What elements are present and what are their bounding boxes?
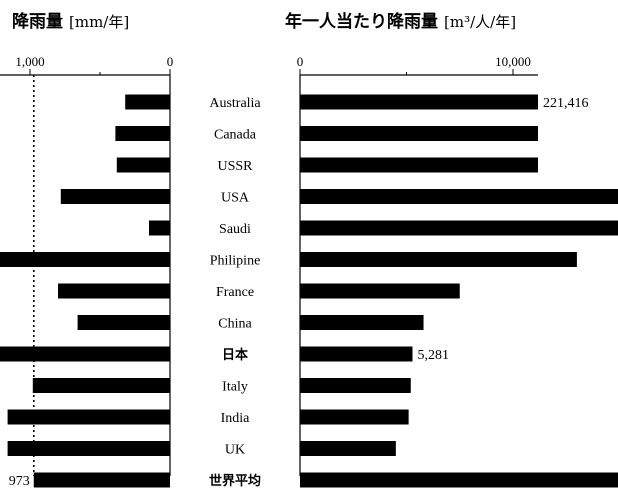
right-bar <box>300 441 396 456</box>
left-tick-label: 1,000 <box>15 54 44 69</box>
right-bar <box>300 378 411 393</box>
left-bar <box>0 346 170 362</box>
right-bar <box>300 126 538 141</box>
left-bars <box>0 94 170 488</box>
right-chart-title: 年一人当たり降雨量 [m³/人/年] <box>285 11 516 32</box>
right-bar <box>300 252 577 267</box>
right-x-axis: 010,00020,00030,000 <box>297 54 538 476</box>
right-bar <box>300 409 409 425</box>
right-bar <box>300 472 618 488</box>
left-data-label: 973 <box>9 474 30 488</box>
category-label: Saudi <box>219 222 251 237</box>
category-label: 世界平均 <box>209 473 261 488</box>
category-label: Canada <box>214 128 257 143</box>
left-chart-title-text: 降雨量 <box>12 11 63 32</box>
right-bars <box>300 94 618 488</box>
right-bar <box>300 283 460 299</box>
category-label: 日本 <box>222 347 248 363</box>
left-chart-unit: [mm/年] <box>69 13 129 31</box>
data-labels: 221,4161,7235,28197326.871 <box>9 96 589 488</box>
category-label: Italy <box>222 380 248 395</box>
left-bar <box>0 252 170 267</box>
left-bar <box>125 94 170 110</box>
left-bar <box>33 472 170 488</box>
right-bar <box>300 346 413 362</box>
right-chart-title-text: 年一人当たり降雨量 <box>285 11 438 32</box>
right-bar <box>300 157 538 173</box>
left-bar <box>77 315 170 330</box>
category-labels: Australia Canada USSR USA Saudi Philipine Fran… <box>209 96 261 488</box>
category-label: India <box>221 411 251 426</box>
left-chart-title: 降雨量 [mm/年] <box>12 11 129 32</box>
right-bar <box>300 189 618 204</box>
category-label: Philipine <box>210 254 261 269</box>
left-bar <box>149 220 170 236</box>
right-tick-label: 0 <box>297 54 304 69</box>
category-label: China <box>218 317 252 332</box>
right-data-label: 221,416 <box>543 96 589 111</box>
left-bar <box>7 409 170 425</box>
category-label: UK <box>225 443 245 458</box>
category-label: Australia <box>209 96 261 111</box>
left-bar <box>32 378 170 393</box>
right-data-label: 5,281 <box>417 348 449 363</box>
right-bar <box>300 315 424 330</box>
left-bar <box>115 126 170 141</box>
right-bar <box>300 220 618 236</box>
left-bar <box>58 283 170 299</box>
left-tick-label: 0 <box>167 54 174 69</box>
category-label: USSR <box>217 159 253 174</box>
left-bar <box>7 441 170 456</box>
left-bar <box>116 157 170 173</box>
category-label: France <box>216 285 254 300</box>
right-tick-label: 10,000 <box>495 54 531 69</box>
right-chart-unit: [m³/人/年] <box>444 13 516 31</box>
left-bar <box>60 189 170 204</box>
right-bar <box>300 94 538 110</box>
category-label: USA <box>221 191 250 206</box>
